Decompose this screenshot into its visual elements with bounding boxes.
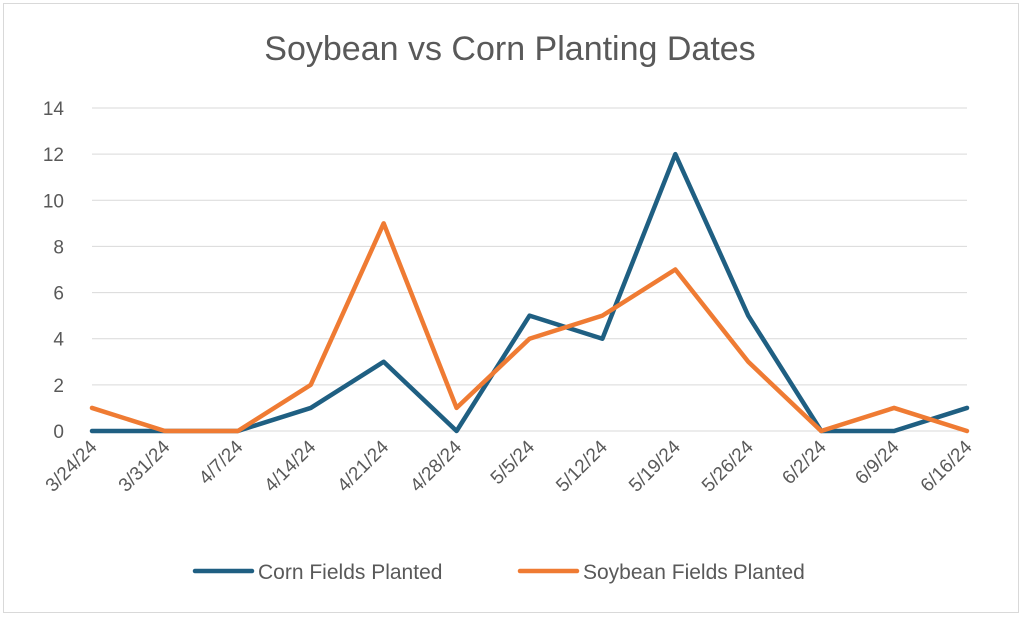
series-lines bbox=[89, 151, 970, 434]
y-tick-label: 8 bbox=[53, 237, 64, 258]
y-tick-label: 2 bbox=[53, 376, 64, 397]
legend-label: Corn Fields Planted bbox=[258, 561, 442, 584]
x-tick-label: 3/31/24 bbox=[115, 436, 175, 496]
y-tick-label: 14 bbox=[43, 99, 65, 120]
x-axis-ticks: 3/24/24 3/31/24 4/7/24 4/14/24 4/21/24 4/28/2… bbox=[42, 436, 977, 496]
chart-title: Soybean vs Corn Planting Dates bbox=[264, 30, 755, 68]
x-tick-label: 4/21/24 bbox=[334, 436, 394, 496]
x-tick-label: 6/16/24 bbox=[917, 436, 977, 496]
y-axis-ticks: 0 2 4 6 8 10 12 14 bbox=[43, 99, 65, 443]
x-tick-label: 5/26/24 bbox=[698, 436, 758, 496]
x-tick-label: 6/9/24 bbox=[851, 436, 904, 489]
y-tick-label: 0 bbox=[53, 422, 64, 443]
x-tick-label: 4/7/24 bbox=[195, 436, 248, 489]
chart-frame bbox=[3, 3, 1019, 613]
x-tick-label: 3/24/24 bbox=[42, 436, 102, 496]
y-tick-label: 12 bbox=[43, 145, 64, 166]
x-tick-label: 6/2/24 bbox=[778, 436, 831, 489]
y-tick-label: 10 bbox=[43, 191, 64, 212]
legend-label: Soybean Fields Planted bbox=[583, 561, 805, 584]
y-tick-label: 6 bbox=[53, 284, 64, 305]
x-tick-label: 4/28/24 bbox=[406, 436, 466, 496]
y-tick-label: 4 bbox=[53, 330, 64, 351]
x-tick-label: 4/14/24 bbox=[261, 436, 321, 496]
gridlines bbox=[92, 107, 967, 432]
x-tick-label: 5/12/24 bbox=[552, 436, 612, 496]
x-tick-label: 5/19/24 bbox=[625, 436, 685, 496]
x-tick-label: 5/5/24 bbox=[487, 436, 540, 489]
series-line-soybean bbox=[89, 221, 970, 434]
legend: Corn Fields Planted Soybean Fields Plante… bbox=[192, 561, 805, 584]
